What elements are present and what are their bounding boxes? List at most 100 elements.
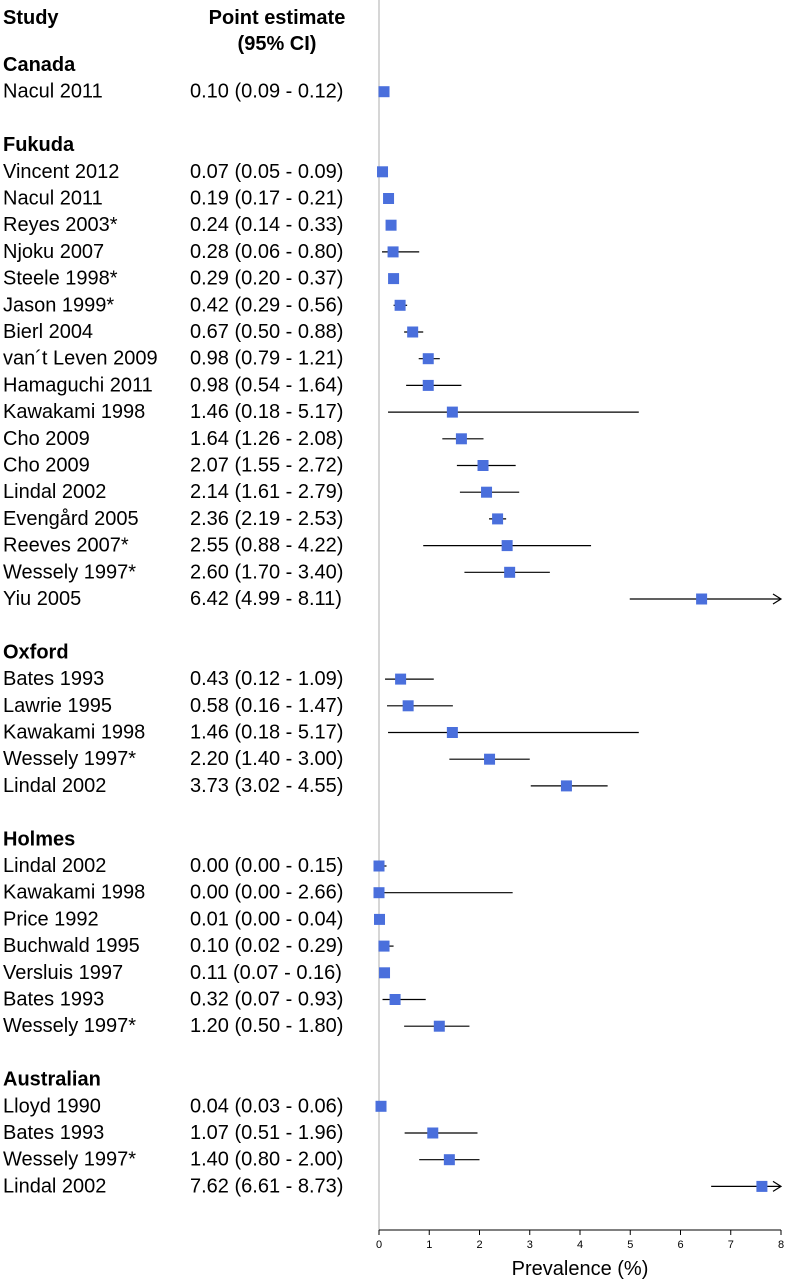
x-tick-label: 1 <box>426 1239 432 1251</box>
study-name: Bates 1993 <box>3 1122 104 1144</box>
study-name: Evengård 2005 <box>3 508 139 530</box>
study-name: Reeves 2007* <box>3 535 129 557</box>
study-row: Lawrie 1995 0.58 (0.16 - 1.47) <box>3 695 453 717</box>
study-row: Yiu 2005 6.42 (4.99 - 8.11) <box>3 588 783 610</box>
point-estimate-text: 0.32 (0.07 - 0.93) <box>190 989 343 1011</box>
study-name: Nacul 2011 <box>3 81 103 103</box>
study-row: Buchwald 1995 0.10 (0.02 - 0.29) <box>3 935 394 957</box>
study-row: Nacul 2011 0.19 (0.17 - 0.21) <box>3 188 395 210</box>
estimate-marker <box>443 1154 455 1166</box>
point-estimate-text: 1.64 (1.26 - 2.08) <box>190 428 343 450</box>
estimate-marker <box>394 299 406 311</box>
header-ci: (95% CI) <box>238 33 317 55</box>
study-name: Wessely 1997* <box>3 1015 136 1037</box>
study-rows: Canada Nacul 2011 0.10 (0.09 - 0.12) Fukuda… <box>3 54 783 1197</box>
x-tick-label: 5 <box>627 1239 633 1251</box>
x-tick-label: 6 <box>677 1239 683 1251</box>
point-estimate-text: 0.04 (0.03 - 0.06) <box>190 1095 343 1117</box>
point-estimate-text: 0.11 (0.07 - 0.16) <box>190 962 342 984</box>
x-axis-title: Prevalence (%) <box>512 1258 649 1280</box>
point-estimate-text: 3.73 (3.02 - 4.55) <box>190 775 343 797</box>
estimate-marker <box>407 326 419 338</box>
x-tick-label: 0 <box>376 1239 382 1251</box>
x-tick-label: 3 <box>527 1239 533 1251</box>
study-row: Vincent 2012 0.07 (0.05 - 0.09) <box>3 161 389 183</box>
point-estimate-text: 0.10 (0.09 - 0.12) <box>190 81 343 103</box>
point-estimate-text: 2.55 (0.88 - 4.22) <box>190 535 343 557</box>
point-estimate-text: 1.46 (0.18 - 5.17) <box>190 401 343 423</box>
point-estimate-text: 0.01 (0.00 - 0.04) <box>190 908 343 930</box>
study-row: Bates 1993 0.32 (0.07 - 0.93) <box>3 989 426 1011</box>
point-estimate-text: 0.42 (0.29 - 0.56) <box>190 294 343 316</box>
estimate-marker <box>756 1180 768 1192</box>
estimate-marker <box>374 913 386 925</box>
estimate-marker <box>422 379 434 391</box>
study-name: Lindal 2002 <box>3 1175 106 1197</box>
group-heading: Canada <box>3 54 76 76</box>
estimate-marker <box>427 1127 439 1139</box>
estimate-marker <box>696 593 708 605</box>
x-tick-label: 8 <box>778 1239 784 1251</box>
study-row: Jason 1999* 0.42 (0.29 - 0.56) <box>3 294 408 316</box>
study-row: Cho 2009 2.07 (1.55 - 2.72) <box>3 455 516 477</box>
group-heading: Fukuda <box>3 134 75 156</box>
study-name: Bates 1993 <box>3 989 104 1011</box>
point-estimate-text: 2.60 (1.70 - 3.40) <box>190 561 343 583</box>
point-estimate-text: 7.62 (6.61 - 8.73) <box>190 1175 343 1197</box>
study-name: Buchwald 1995 <box>3 935 140 957</box>
point-estimate-text: 1.20 (0.50 - 1.80) <box>190 1015 343 1037</box>
study-row: Versluis 1997 0.11 (0.07 - 0.16) <box>3 962 391 984</box>
point-estimate-text: 0.00 (0.00 - 0.15) <box>190 855 343 877</box>
study-name: Versluis 1997 <box>3 962 123 984</box>
study-name: Price 1992 <box>3 908 99 930</box>
study-name: Wessely 1997* <box>3 561 136 583</box>
study-name: Cho 2009 <box>3 455 90 477</box>
study-row: Wessely 1997* 1.20 (0.50 - 1.80) <box>3 1015 470 1037</box>
estimate-marker <box>501 540 513 552</box>
study-name: Kawakami 1998 <box>3 401 145 423</box>
study-row: Hamaguchi 2011 0.98 (0.54 - 1.64) <box>3 374 462 396</box>
point-estimate-text: 2.07 (1.55 - 2.72) <box>190 455 343 477</box>
estimate-marker <box>446 727 458 738</box>
estimate-marker <box>389 994 401 1005</box>
point-estimate-text: 0.58 (0.16 - 1.47) <box>190 695 343 717</box>
study-row: Njoku 2007 0.28 (0.06 - 0.80) <box>3 241 420 263</box>
study-row: Lindal 2002 7.62 (6.61 - 8.73) <box>3 1175 783 1197</box>
point-estimate-text: 0.07 (0.05 - 0.09) <box>190 161 343 183</box>
estimate-marker <box>379 967 391 979</box>
estimate-marker <box>481 486 493 498</box>
study-row: Price 1992 0.01 (0.00 - 0.04) <box>3 908 386 930</box>
estimate-marker <box>422 353 434 365</box>
study-name: van´t Leven 2009 <box>3 348 158 370</box>
point-estimate-text: 0.19 (0.17 - 0.21) <box>190 188 343 210</box>
point-estimate-text: 2.14 (1.61 - 2.79) <box>190 481 343 503</box>
x-axis: 0 1 2 3 4 5 6 7 8 <box>376 1229 784 1251</box>
study-name: Kawakami 1998 <box>3 882 145 904</box>
estimate-marker <box>477 460 489 471</box>
study-name: Lawrie 1995 <box>3 695 112 717</box>
study-name: Wessely 1997* <box>3 748 136 770</box>
study-row: Evengård 2005 2.36 (2.19 - 2.53) <box>3 508 507 530</box>
estimate-marker <box>492 513 504 525</box>
point-estimate-text: 0.98 (0.79 - 1.21) <box>190 348 343 370</box>
study-name: Kawakami 1998 <box>3 722 145 744</box>
study-row: Bates 1993 1.07 (0.51 - 1.96) <box>3 1122 478 1144</box>
estimate-marker <box>387 246 399 258</box>
study-name: Lloyd 1990 <box>3 1095 101 1117</box>
study-name: Reyes 2003* <box>3 214 118 236</box>
study-name: Wessely 1997* <box>3 1149 136 1171</box>
study-name: Bierl 2004 <box>3 321 93 343</box>
study-row: Lindal 2002 3.73 (3.02 - 4.55) <box>3 775 608 797</box>
x-tick-label: 7 <box>728 1239 734 1251</box>
estimate-marker <box>375 1100 387 1112</box>
study-name: Nacul 2011 <box>3 188 103 210</box>
estimate-marker <box>385 219 397 231</box>
x-tick-label: 2 <box>476 1239 482 1251</box>
header-study: Study <box>3 7 59 29</box>
estimate-marker <box>377 166 389 178</box>
point-estimate-text: 1.07 (0.51 - 1.96) <box>190 1122 343 1144</box>
estimate-marker <box>446 406 458 418</box>
group-heading: Australian <box>3 1069 101 1091</box>
estimate-marker <box>504 566 516 578</box>
point-estimate-text: 0.43 (0.12 - 1.09) <box>190 668 343 690</box>
